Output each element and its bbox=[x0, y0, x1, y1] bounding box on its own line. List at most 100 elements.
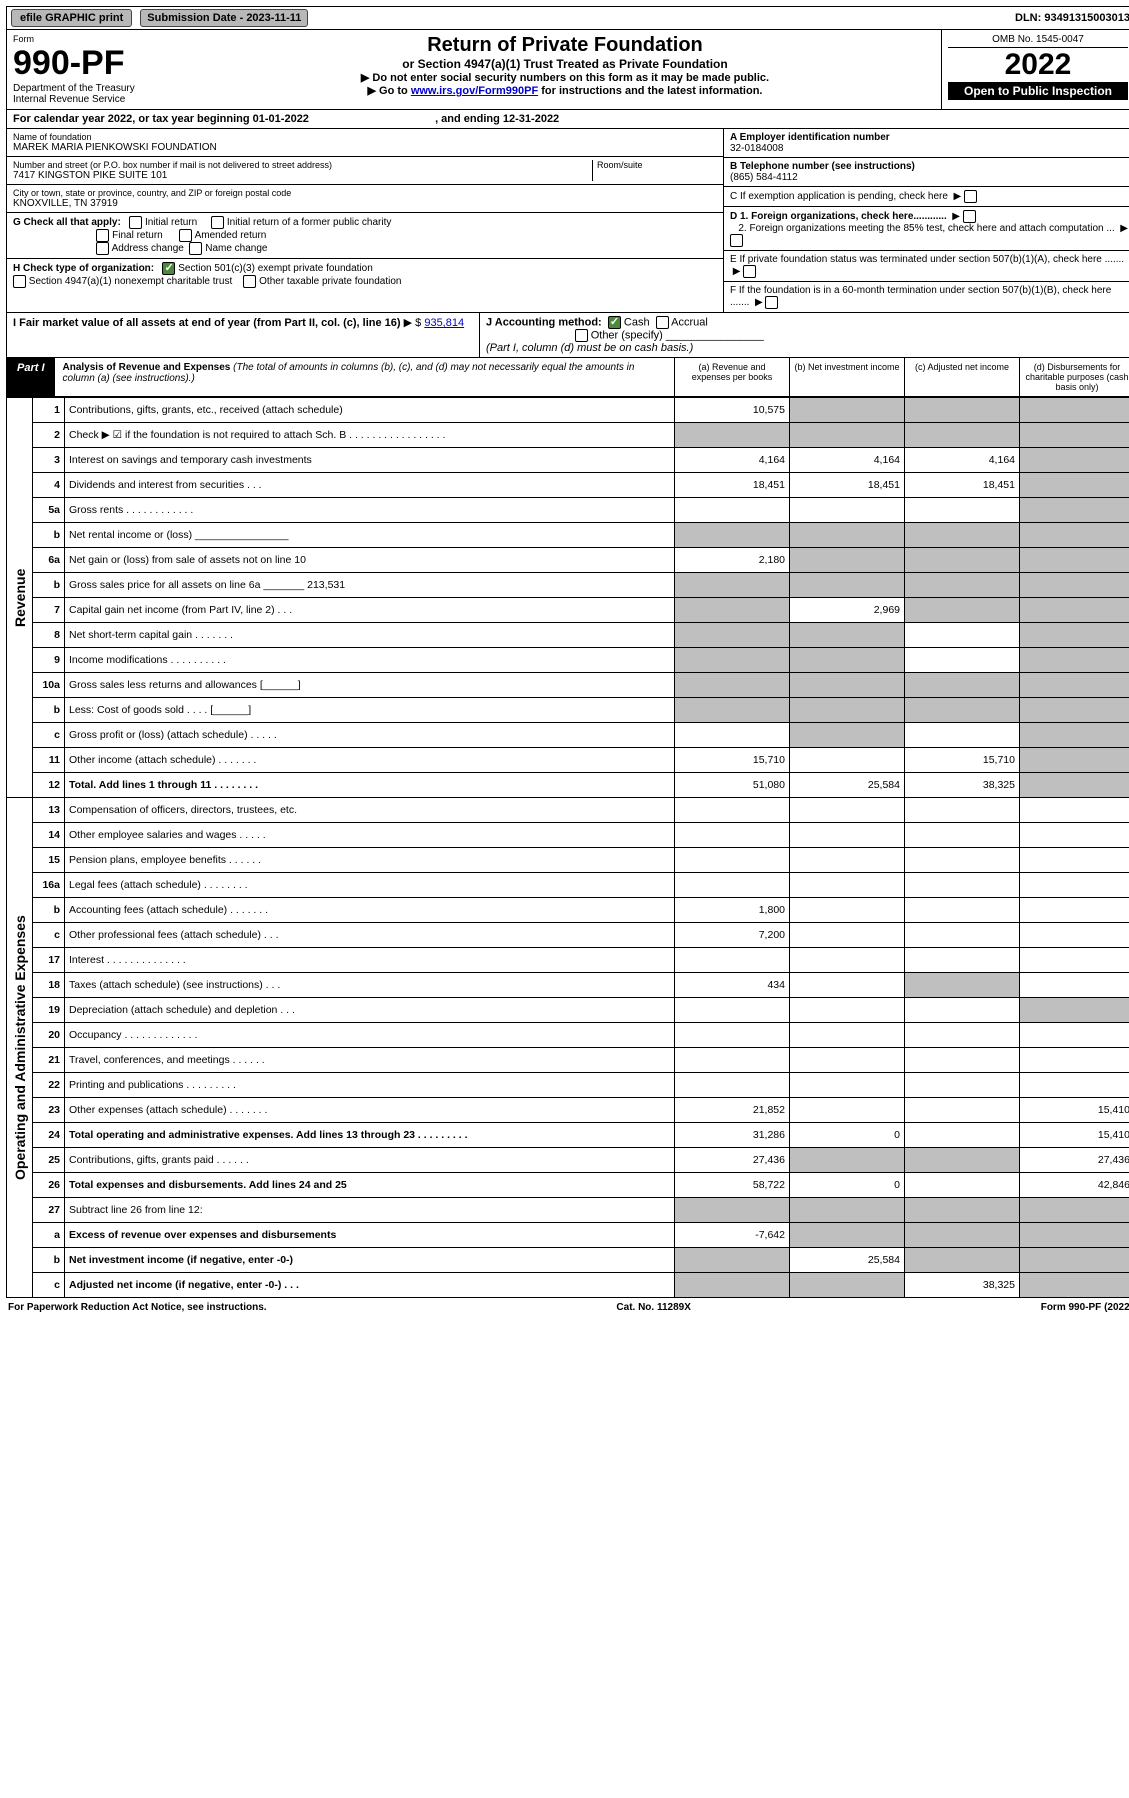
cell-d: 27,436 bbox=[1020, 1148, 1129, 1173]
form-label: Form bbox=[13, 34, 183, 44]
4947a1-checkbox[interactable] bbox=[13, 275, 26, 288]
irs-link[interactable]: www.irs.gov/Form990PF bbox=[411, 85, 538, 97]
j-cash: Cash bbox=[624, 316, 650, 328]
cell-b bbox=[790, 873, 905, 898]
cell-a: 18,451 bbox=[675, 473, 790, 498]
d2-checkbox[interactable] bbox=[730, 234, 743, 247]
table-row: 6aNet gain or (loss) from sale of assets… bbox=[7, 548, 1129, 573]
cell-c bbox=[905, 973, 1020, 998]
final-return-checkbox[interactable] bbox=[96, 229, 109, 242]
accrual-checkbox[interactable] bbox=[656, 316, 669, 329]
name-change-checkbox[interactable] bbox=[189, 242, 202, 255]
row-description: Other income (attach schedule) . . . . .… bbox=[65, 748, 675, 773]
cell-c: 15,710 bbox=[905, 748, 1020, 773]
table-row: bAccounting fees (attach schedule) . . .… bbox=[7, 898, 1129, 923]
page-footer: For Paperwork Reduction Act Notice, see … bbox=[6, 1298, 1129, 1317]
row-description: Other expenses (attach schedule) . . . .… bbox=[65, 1098, 675, 1123]
501c3-checkbox[interactable] bbox=[162, 262, 175, 275]
c-checkbox[interactable] bbox=[964, 190, 977, 203]
row-description: Net rental income or (loss) ____________… bbox=[65, 523, 675, 548]
cell-b bbox=[790, 1148, 905, 1173]
cell-c bbox=[905, 1148, 1020, 1173]
form-number: 990-PF bbox=[13, 44, 183, 83]
other-checkbox[interactable] bbox=[575, 329, 588, 342]
row-description: Adjusted net income (if negative, enter … bbox=[65, 1273, 675, 1298]
cell-d bbox=[1020, 1048, 1129, 1073]
cell-d bbox=[1020, 1023, 1129, 1048]
col-b-header: (b) Net investment income bbox=[789, 358, 904, 396]
footer-left: For Paperwork Reduction Act Notice, see … bbox=[8, 1302, 267, 1313]
cell-a: 7,200 bbox=[675, 923, 790, 948]
row-description: Pension plans, employee benefits . . . .… bbox=[65, 848, 675, 873]
row-number: 18 bbox=[33, 973, 65, 998]
city-label: City or town, state or province, country… bbox=[13, 188, 717, 198]
table-row: 25Contributions, gifts, grants paid . . … bbox=[7, 1148, 1129, 1173]
cell-d bbox=[1020, 423, 1129, 448]
col-c-header: (c) Adjusted net income bbox=[904, 358, 1019, 396]
row-number: c bbox=[33, 1273, 65, 1298]
row-number: 24 bbox=[33, 1123, 65, 1148]
row-description: Total operating and administrative expen… bbox=[65, 1123, 675, 1148]
amended-checkbox[interactable] bbox=[179, 229, 192, 242]
b-label: B Telephone number (see instructions) bbox=[730, 161, 915, 172]
a-label: A Employer identification number bbox=[730, 132, 890, 143]
cell-c bbox=[905, 648, 1020, 673]
table-row: 3Interest on savings and temporary cash … bbox=[7, 448, 1129, 473]
table-row: bGross sales price for all assets on lin… bbox=[7, 573, 1129, 598]
row-number: b bbox=[33, 573, 65, 598]
other-taxable-checkbox[interactable] bbox=[243, 275, 256, 288]
g-opt-3: Initial return of a former public charit… bbox=[227, 217, 392, 228]
cell-a: 1,800 bbox=[675, 898, 790, 923]
cell-d bbox=[1020, 773, 1129, 798]
cell-c bbox=[905, 623, 1020, 648]
cell-b bbox=[790, 623, 905, 648]
telephone: (865) 584-4112 bbox=[730, 172, 798, 183]
cell-d bbox=[1020, 823, 1129, 848]
address-change-checkbox[interactable] bbox=[96, 242, 109, 255]
row-description: Contributions, gifts, grants paid . . . … bbox=[65, 1148, 675, 1173]
cell-b bbox=[790, 1098, 905, 1123]
table-row: 19Depreciation (attach schedule) and dep… bbox=[7, 998, 1129, 1023]
row-description: Contributions, gifts, grants, etc., rece… bbox=[65, 398, 675, 423]
row-number: b bbox=[33, 898, 65, 923]
cell-c bbox=[905, 1248, 1020, 1273]
initial-public-checkbox[interactable] bbox=[211, 216, 224, 229]
cell-d bbox=[1020, 973, 1129, 998]
cell-d bbox=[1020, 798, 1129, 823]
row-description: Capital gain net income (from Part IV, l… bbox=[65, 598, 675, 623]
cell-d bbox=[1020, 448, 1129, 473]
row-description: Excess of revenue over expenses and disb… bbox=[65, 1223, 675, 1248]
row-description: Other professional fees (attach schedule… bbox=[65, 923, 675, 948]
col-a-header: (a) Revenue and expenses per books bbox=[674, 358, 789, 396]
cell-b bbox=[790, 423, 905, 448]
f-checkbox[interactable] bbox=[765, 296, 778, 309]
f-label: F If the foundation is in a 60-month ter… bbox=[730, 285, 1111, 308]
cell-d: 42,846 bbox=[1020, 1173, 1129, 1198]
cell-d bbox=[1020, 1248, 1129, 1273]
initial-return-checkbox[interactable] bbox=[129, 216, 142, 229]
cash-checkbox[interactable] bbox=[608, 316, 621, 329]
row-number: 9 bbox=[33, 648, 65, 673]
cell-d bbox=[1020, 673, 1129, 698]
row-description: Subtract line 26 from line 12: bbox=[65, 1198, 675, 1223]
efile-print-button[interactable]: efile GRAPHIC print bbox=[11, 9, 132, 27]
table-row: 23Other expenses (attach schedule) . . .… bbox=[7, 1098, 1129, 1123]
row-number: 22 bbox=[33, 1073, 65, 1098]
row-description: Dividends and interest from securities .… bbox=[65, 473, 675, 498]
cell-d bbox=[1020, 948, 1129, 973]
row-description: Gross profit or (loss) (attach schedule)… bbox=[65, 723, 675, 748]
cell-b bbox=[790, 998, 905, 1023]
i-value[interactable]: 935,814 bbox=[424, 317, 464, 329]
e-checkbox[interactable] bbox=[743, 265, 756, 278]
table-row: 26Total expenses and disbursements. Add … bbox=[7, 1173, 1129, 1198]
row-number: c bbox=[33, 923, 65, 948]
g-opt-0: Initial return bbox=[145, 217, 197, 228]
d1-checkbox[interactable] bbox=[963, 210, 976, 223]
cell-d: 15,410 bbox=[1020, 1123, 1129, 1148]
row-number: 15 bbox=[33, 848, 65, 873]
row-number: 21 bbox=[33, 1048, 65, 1073]
table-row: Revenue1Contributions, gifts, grants, et… bbox=[7, 398, 1129, 423]
cell-b bbox=[790, 1023, 905, 1048]
cell-c bbox=[905, 1123, 1020, 1148]
form-title: Return of Private Foundation bbox=[195, 34, 935, 57]
